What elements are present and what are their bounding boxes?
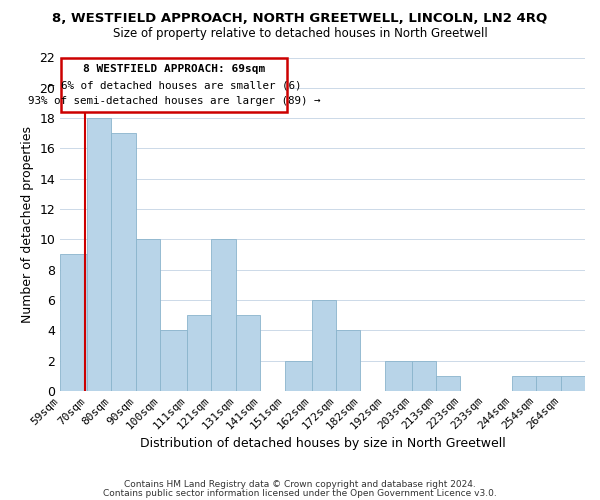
Bar (560, 376, 585, 391)
FancyBboxPatch shape (61, 58, 287, 112)
Bar (136, 240, 160, 391)
Text: 8 WESTFIELD APPROACH: 69sqm: 8 WESTFIELD APPROACH: 69sqm (83, 64, 265, 74)
Bar (336, 330, 361, 391)
Bar (311, 300, 336, 391)
Bar (412, 360, 436, 391)
Bar (512, 376, 536, 391)
Bar (211, 240, 236, 391)
Text: Contains public sector information licensed under the Open Government Licence v3: Contains public sector information licen… (103, 488, 497, 498)
Bar (60, 254, 87, 391)
Bar (436, 376, 460, 391)
Bar (385, 360, 412, 391)
Text: 93% of semi-detached houses are larger (89) →: 93% of semi-detached houses are larger (… (28, 96, 320, 106)
Text: Contains HM Land Registry data © Crown copyright and database right 2024.: Contains HM Land Registry data © Crown c… (124, 480, 476, 489)
X-axis label: Distribution of detached houses by size in North Greetwell: Distribution of detached houses by size … (140, 437, 505, 450)
Text: 8, WESTFIELD APPROACH, NORTH GREETWELL, LINCOLN, LN2 4RQ: 8, WESTFIELD APPROACH, NORTH GREETWELL, … (52, 12, 548, 26)
Text: ← 6% of detached houses are smaller (6): ← 6% of detached houses are smaller (6) (47, 80, 301, 90)
Bar (87, 118, 112, 391)
Bar (112, 134, 136, 391)
Bar (285, 360, 311, 391)
Bar (160, 330, 187, 391)
Text: Size of property relative to detached houses in North Greetwell: Size of property relative to detached ho… (113, 28, 487, 40)
Y-axis label: Number of detached properties: Number of detached properties (21, 126, 34, 322)
Bar (187, 315, 211, 391)
Bar (536, 376, 560, 391)
Bar (236, 315, 260, 391)
